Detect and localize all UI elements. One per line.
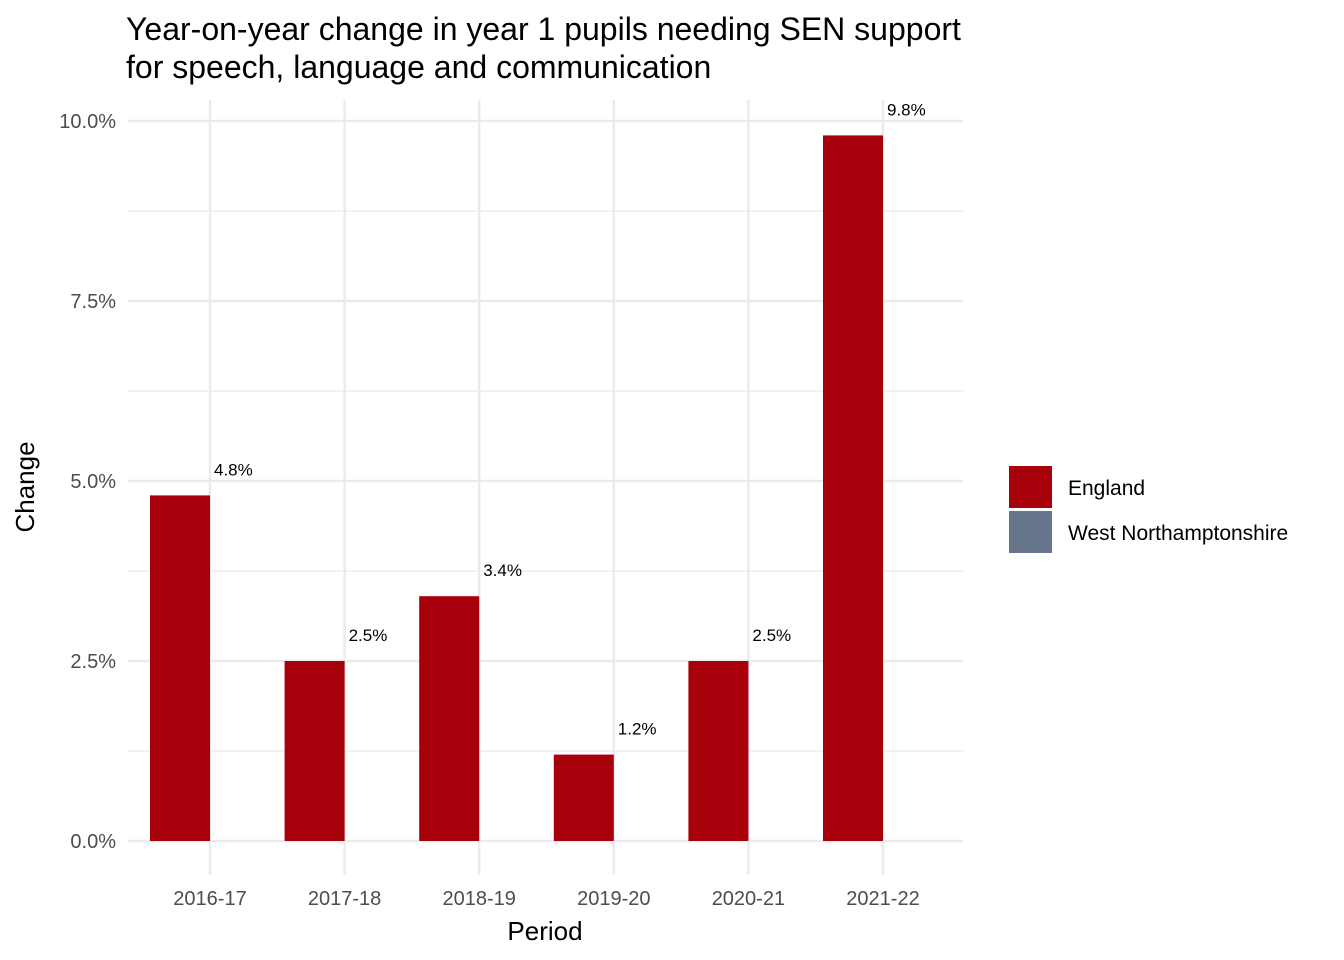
bar-england-2019-20 — [553, 754, 614, 841]
bar-england-2020-21 — [688, 661, 749, 841]
y-tick-label: 7.5% — [70, 291, 116, 313]
x-axis-ticks: 2016-17 2017-18 2018-19 2019-20 2020-21 2021-… — [173, 888, 919, 910]
data-label-2019-20: 1.2% — [618, 720, 657, 739]
legend-swatch-west-northamptonshire — [1009, 511, 1052, 553]
chart-title-line-2: for speech, language and communication — [126, 49, 711, 85]
data-label-2016-17: 4.8% — [214, 460, 253, 479]
legend-label-england: England — [1068, 477, 1145, 500]
y-tick-label: 5.0% — [70, 471, 116, 493]
y-axis-title: Change — [10, 441, 40, 532]
bars — [150, 135, 883, 841]
x-axis-title: Period — [507, 916, 582, 946]
chart-title: Year-on-year change in year 1 pupils nee… — [126, 11, 961, 85]
bar-england-2021-22 — [823, 135, 883, 841]
x-tick-label: 2017-18 — [308, 888, 381, 910]
x-tick-label: 2016-17 — [173, 888, 246, 910]
data-label-2020-21: 2.5% — [752, 626, 791, 645]
bar-england-2016-17 — [150, 495, 210, 841]
data-label-2018-19: 3.4% — [483, 561, 522, 580]
y-tick-label: 10.0% — [59, 111, 116, 133]
bar-england-2018-19 — [419, 596, 480, 841]
legend-swatch-england — [1009, 466, 1052, 508]
y-tick-label: 0.0% — [70, 831, 116, 853]
x-tick-label: 2019-20 — [577, 888, 650, 910]
y-tick-label: 2.5% — [70, 651, 116, 673]
legend: England West Northamptonshire — [1009, 466, 1288, 553]
x-tick-label: 2020-21 — [712, 888, 785, 910]
chart-title-line-1: Year-on-year change in year 1 pupils nee… — [126, 11, 961, 47]
legend-label-west-northamptonshire: West Northamptonshire — [1068, 522, 1288, 545]
x-tick-label: 2021-22 — [846, 888, 919, 910]
x-tick-label: 2018-19 — [442, 888, 515, 910]
data-label-2017-18: 2.5% — [349, 626, 388, 645]
bar-england-2017-18 — [284, 661, 345, 841]
data-label-2021-22: 9.8% — [887, 100, 926, 119]
data-labels: 4.8% 2.5% 3.4% 1.2% 2.5% 9.8% — [214, 100, 926, 738]
y-axis-ticks: 0.0% 2.5% 5.0% 7.5% 10.0% — [59, 111, 116, 853]
